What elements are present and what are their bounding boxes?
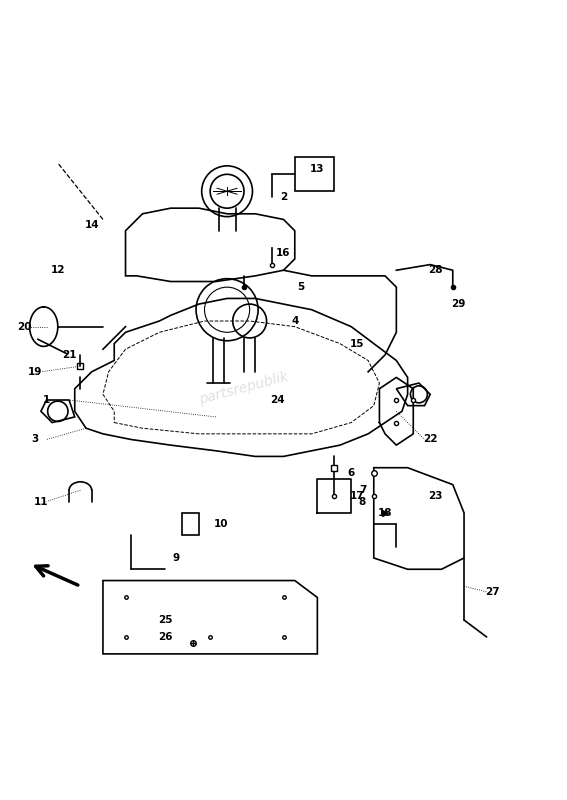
Text: 7: 7 bbox=[359, 486, 366, 495]
Text: 10: 10 bbox=[214, 519, 229, 529]
Text: 13: 13 bbox=[310, 164, 324, 174]
Text: 26: 26 bbox=[158, 632, 172, 642]
Text: 29: 29 bbox=[451, 299, 466, 309]
Text: 25: 25 bbox=[158, 615, 172, 625]
Text: 3: 3 bbox=[32, 434, 39, 445]
Bar bbox=[182, 513, 199, 535]
Text: 5: 5 bbox=[297, 282, 304, 292]
Text: 9: 9 bbox=[173, 553, 180, 563]
Text: 28: 28 bbox=[429, 266, 443, 275]
Text: partsrepublik: partsrepublik bbox=[198, 370, 290, 407]
Text: 12: 12 bbox=[50, 266, 65, 275]
Text: 27: 27 bbox=[485, 587, 500, 597]
Text: 21: 21 bbox=[62, 350, 77, 360]
Text: 18: 18 bbox=[378, 508, 392, 518]
Text: 4: 4 bbox=[291, 316, 298, 326]
Text: 20: 20 bbox=[16, 322, 31, 332]
Text: 24: 24 bbox=[270, 395, 285, 405]
Text: 8: 8 bbox=[359, 497, 366, 506]
Text: 22: 22 bbox=[423, 434, 438, 445]
Text: 19: 19 bbox=[28, 366, 43, 377]
Text: 23: 23 bbox=[429, 491, 443, 501]
Text: 2: 2 bbox=[280, 192, 287, 202]
Text: 11: 11 bbox=[33, 497, 48, 506]
Text: 16: 16 bbox=[276, 248, 291, 258]
Text: 6: 6 bbox=[348, 468, 355, 478]
Text: 1: 1 bbox=[43, 395, 50, 405]
Text: 14: 14 bbox=[84, 220, 99, 230]
Text: 17: 17 bbox=[349, 491, 364, 501]
Text: 15: 15 bbox=[350, 338, 364, 349]
